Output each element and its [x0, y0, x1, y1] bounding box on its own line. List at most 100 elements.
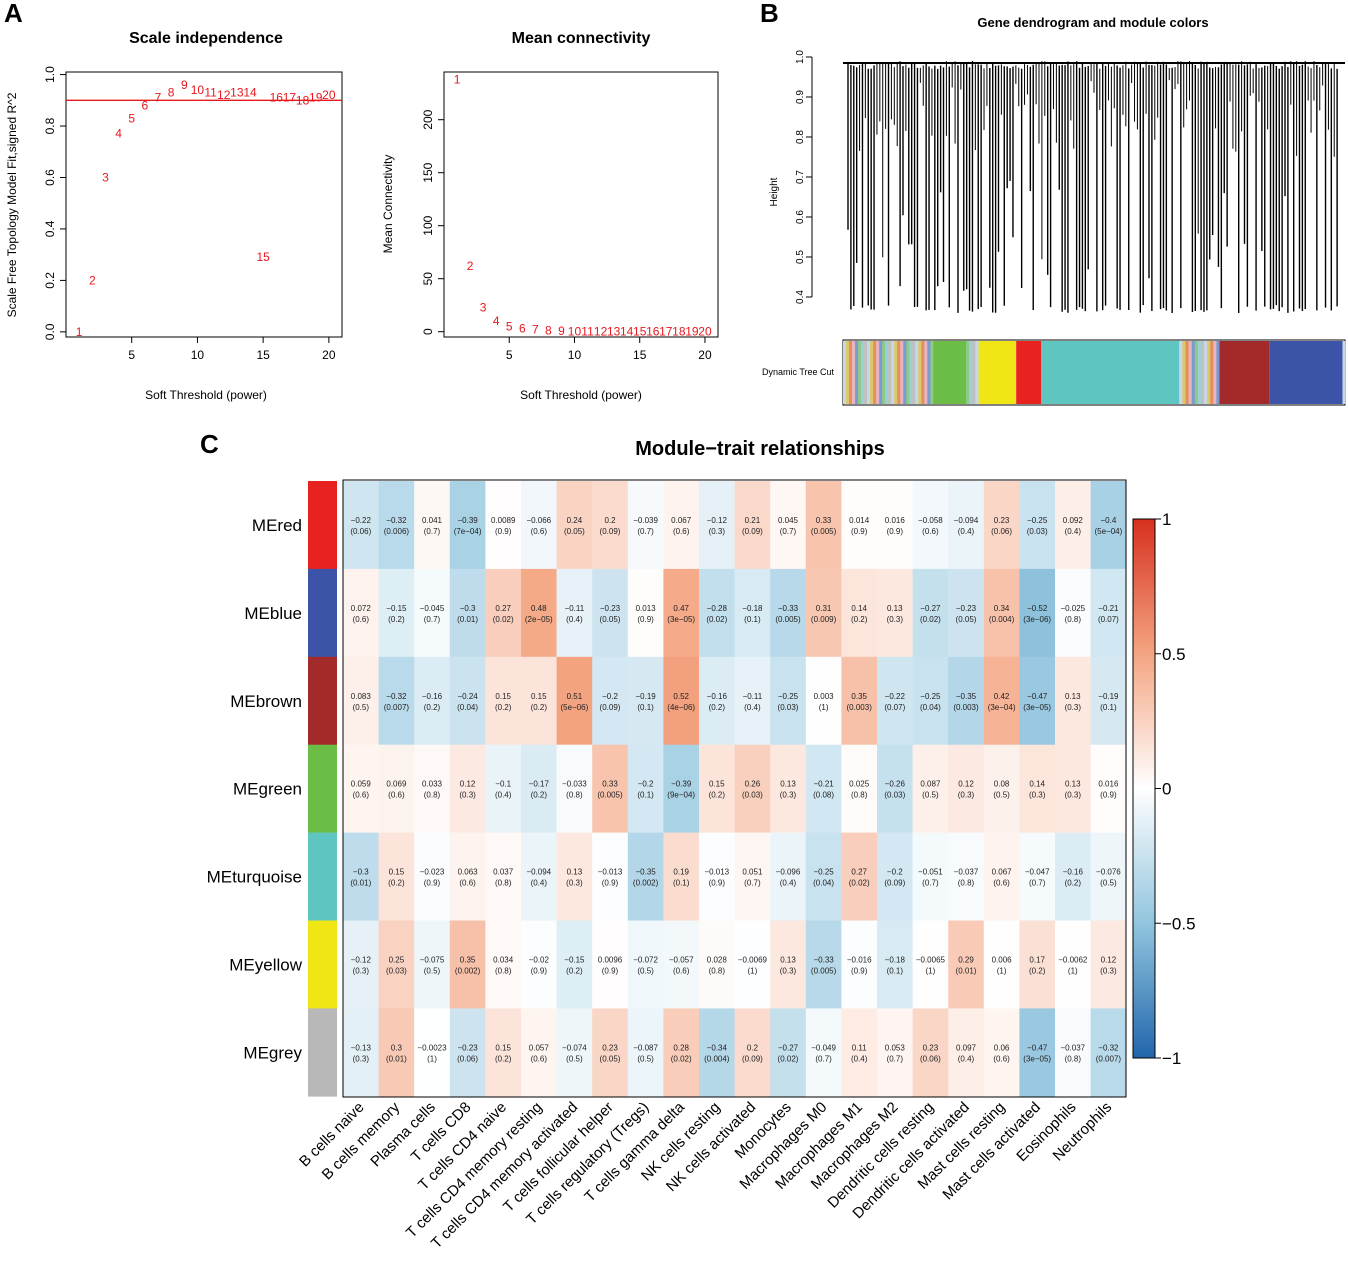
cell-correlation: −0.18	[742, 604, 763, 613]
cell-pvalue: (1)	[926, 966, 936, 975]
cell-correlation: 0.26	[745, 780, 761, 789]
cell-pvalue: (0.03)	[386, 966, 407, 975]
data-point: 18	[672, 325, 686, 339]
module-stripe	[972, 341, 976, 404]
cell-pvalue: (4e−06)	[667, 703, 695, 712]
colorbar-tick-label: 1	[1162, 510, 1171, 529]
cell-pvalue: (1)	[819, 703, 829, 712]
cell-pvalue: (0.3)	[1065, 703, 1082, 712]
cell-correlation: 0.092	[1063, 516, 1084, 525]
dendrogram-title: Gene dendrogram and module colors	[977, 15, 1208, 30]
cell-correlation: 0.083	[351, 692, 372, 701]
cell-pvalue: (1)	[748, 966, 758, 975]
heatmap-cell	[699, 744, 735, 833]
heatmap-cell	[699, 1008, 735, 1097]
colorbar-tick-label: 0.5	[1162, 645, 1186, 664]
heatmap-cell	[485, 481, 522, 570]
heatmap-cell	[1019, 832, 1056, 921]
module-stripe	[1182, 341, 1186, 404]
module-stripe	[852, 341, 856, 404]
cell-correlation: −0.22	[351, 516, 372, 525]
cell-pvalue: (3e−06)	[1023, 615, 1051, 624]
heatmap-cell	[378, 656, 415, 745]
cell-correlation: −0.15	[386, 604, 407, 613]
heatmap-cell	[841, 1008, 878, 1097]
cell-correlation: −0.17	[529, 780, 550, 789]
module-stripe	[1204, 341, 1208, 404]
x-tick-label: 10	[568, 348, 582, 362]
cell-correlation: −0.049	[811, 1043, 836, 1052]
heatmap-cell	[1090, 568, 1127, 658]
cell-correlation: −0.32	[386, 516, 407, 525]
cell-pvalue: (0.7)	[637, 527, 654, 536]
cell-pvalue: (0.004)	[989, 615, 1015, 624]
data-point: 1	[454, 72, 461, 86]
cell-correlation: −0.26	[885, 780, 906, 789]
module-stripe	[1200, 341, 1205, 404]
cell-correlation: 0.33	[816, 516, 832, 525]
heatmap-cell	[592, 920, 629, 1009]
heatmap-cell	[627, 1008, 664, 1097]
y-tick-label: 150	[421, 162, 435, 182]
heatmap-cell	[521, 481, 557, 570]
cell-correlation: 0.097	[956, 1043, 977, 1052]
cell-pvalue: (0.4)	[780, 879, 797, 888]
heatmap-cell	[521, 832, 557, 921]
cell-pvalue: (0.01)	[386, 1054, 407, 1063]
cell-correlation: −0.12	[707, 516, 728, 525]
cell-correlation: 0.016	[1098, 780, 1119, 789]
cell-pvalue: (0.06)	[920, 1054, 941, 1063]
heatmap-cell	[449, 481, 486, 570]
heatmap-cell	[770, 744, 807, 833]
cell-correlation: 0.29	[958, 955, 974, 964]
data-point: 19	[309, 91, 323, 105]
cell-correlation: −0.22	[885, 692, 906, 701]
cell-correlation: 0.13	[780, 780, 796, 789]
heatmap-cell	[770, 1008, 807, 1097]
cell-correlation: 0.13	[780, 955, 796, 964]
cell-correlation: 0.48	[531, 604, 547, 613]
cell-pvalue: (2e−05)	[525, 615, 553, 624]
cell-pvalue: (0.6)	[993, 1054, 1010, 1063]
y-tick-label: 200	[421, 109, 435, 129]
cell-pvalue: (0.7)	[424, 527, 441, 536]
cell-correlation: 0.016	[885, 516, 906, 525]
heatmap-cell	[663, 656, 700, 745]
cell-pvalue: (0.6)	[459, 879, 476, 888]
heatmap-cell	[983, 1008, 1020, 1097]
heatmap-cell	[343, 744, 379, 833]
cell-correlation: 0.15	[495, 692, 511, 701]
heatmap-cell	[343, 1008, 379, 1097]
heatmap-cell	[627, 832, 664, 921]
cell-correlation: 0.34	[994, 604, 1010, 613]
cell-pvalue: (0.9)	[602, 966, 619, 975]
heatmap-cell	[983, 832, 1020, 921]
heatmap-frame	[342, 479, 1127, 1098]
cell-pvalue: (0.7)	[922, 879, 939, 888]
heatmap-cell	[485, 568, 522, 658]
data-point: 1	[76, 325, 83, 339]
heatmap-cell	[556, 568, 593, 658]
cell-pvalue: (0.8)	[851, 791, 868, 800]
cell-pvalue: (0.4)	[495, 791, 512, 800]
module-stripe	[1197, 341, 1202, 404]
cell-correlation: −0.075	[420, 955, 445, 964]
cell-correlation: −0.033	[562, 780, 587, 789]
data-point: 7	[155, 91, 162, 105]
cell-pvalue: (0.04)	[813, 879, 834, 888]
cell-correlation: −0.076	[1096, 868, 1121, 877]
cell-pvalue: (0.2)	[1029, 966, 1046, 975]
data-point: 20	[322, 88, 336, 102]
cell-pvalue: (0.006)	[384, 527, 410, 536]
cell-pvalue: (0.08)	[813, 791, 834, 800]
cell-correlation: 0.25	[389, 955, 405, 964]
heatmap-cell	[948, 1008, 985, 1097]
cell-pvalue: (0.5)	[424, 966, 441, 975]
cell-pvalue: (0.5)	[637, 966, 654, 975]
heatmap-cell	[805, 832, 842, 921]
cell-pvalue: (0.9)	[495, 527, 512, 536]
cell-correlation: 0.013	[636, 604, 657, 613]
cell-correlation: 0.52	[673, 692, 689, 701]
cell-correlation: −0.35	[956, 692, 977, 701]
cell-correlation: 0.0089	[491, 516, 516, 525]
